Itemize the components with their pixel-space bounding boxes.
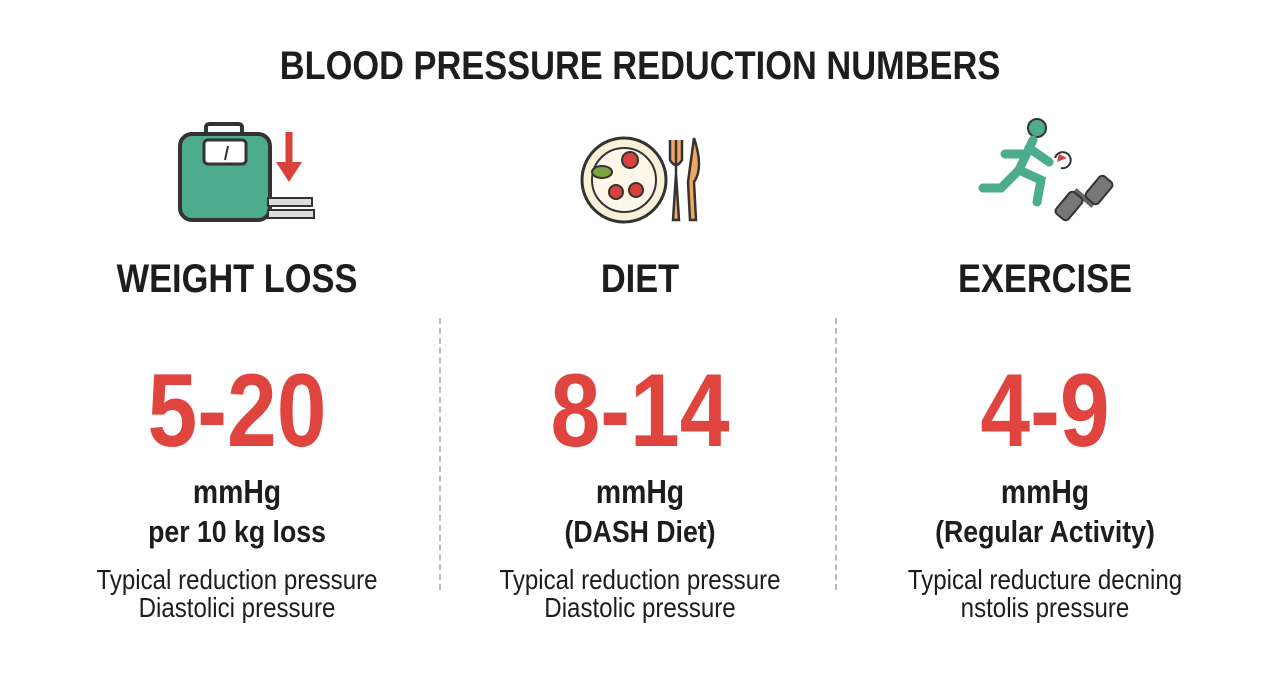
column: WEIGHT LOSS 5-20 mmHg per 10 kg loss Typ… [27,0,447,698]
value: 8-14 [550,353,730,469]
description: Diastolic pressure [544,592,736,623]
description: nstolis pressure [960,592,1130,623]
column: DIET 8-14 mmHg (DASH Diet) Typical reduc… [430,0,850,698]
column: EXERCISE 4-9 mmHg (Regular Activity) Typ… [835,0,1255,698]
description: Typical reduction pressure [96,564,378,595]
note: per 10 kg loss [148,514,326,549]
unit: mmHg [1000,473,1090,510]
value: 5-20 [147,353,327,469]
unit: mmHg [192,473,282,510]
description: Typical reducture decning [907,564,1183,595]
unit: mmHg [595,473,685,510]
heading: DIET [600,257,680,301]
value: 4-9 [980,353,1110,469]
separator [439,318,441,590]
separator [835,318,837,590]
note: (DASH Diet) [564,514,716,549]
note: (Regular Activity) [935,514,1155,549]
plate-icon [580,136,701,224]
exercise-icon [978,118,1114,222]
scale-icon [178,122,315,222]
heading: WEIGHT LOSS [116,257,358,301]
description: Diastolici pressure [138,592,336,623]
heading: EXERCISE [958,257,1132,301]
title: BLOOD PRESSURE REDUCTION NUMBERS [279,44,1001,88]
description: Typical reduction pressure [499,564,781,595]
